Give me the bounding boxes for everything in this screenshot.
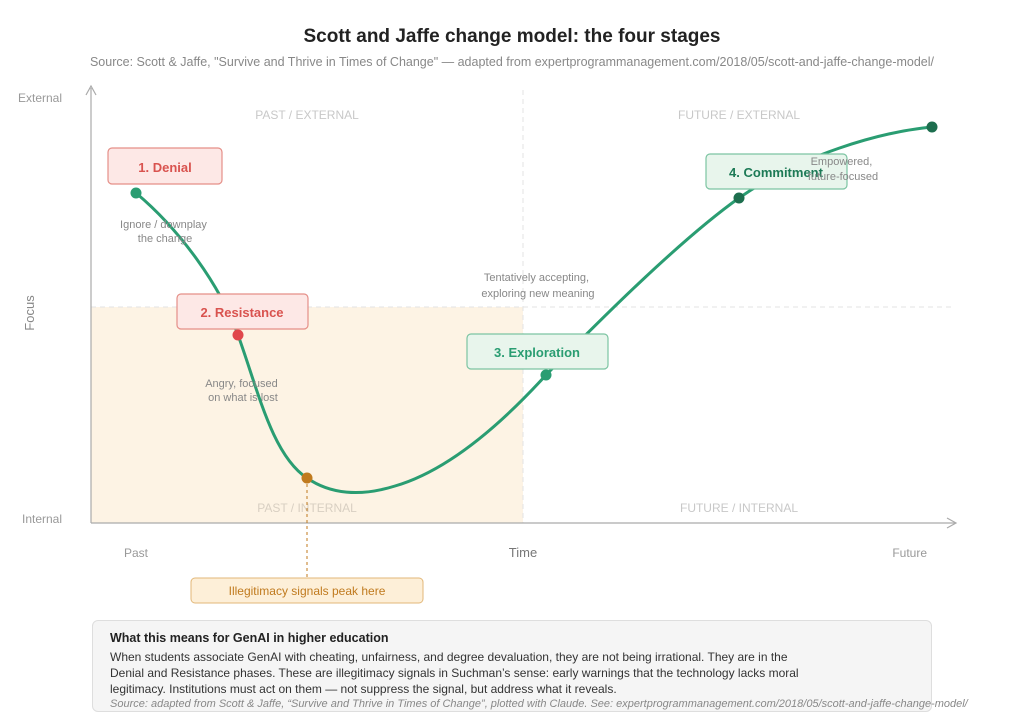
resistance-label: 2. Resistance bbox=[200, 305, 283, 320]
exploration-note: Tentatively accepting, exploring new mea… bbox=[481, 272, 594, 300]
x-axis-label: Time bbox=[509, 545, 537, 560]
quadrant-label-future-internal: FUTURE / INTERNAL bbox=[680, 501, 798, 515]
denial-label: 1. Denial bbox=[138, 160, 191, 175]
exploration-label-box bbox=[466, 333, 609, 370]
y-axis-arrow-icon bbox=[85, 84, 97, 96]
denial-note-line-1: Ignore / downplay bbox=[120, 219, 207, 231]
commitment-label-box bbox=[705, 153, 848, 190]
y-axis-label: Focus bbox=[22, 295, 37, 331]
resistance-label-box bbox=[176, 293, 309, 330]
callout-text: Illegitimacy signals peak here bbox=[229, 584, 386, 598]
x-axis-right-label: Future bbox=[892, 546, 927, 560]
x-axis-left-label: Past bbox=[124, 546, 149, 560]
quadrant-label-future-external: FUTURE / EXTERNAL bbox=[678, 108, 800, 122]
commitment-label: 4. Commitment bbox=[729, 165, 824, 180]
quadrant-label-past-external: PAST / EXTERNAL bbox=[255, 108, 359, 122]
denial-note: Ignore / downplay the change bbox=[120, 219, 210, 245]
x-axis-arrow-icon bbox=[946, 517, 958, 529]
resistance-note-line-1: Angry, focused bbox=[205, 378, 278, 390]
commitment-point bbox=[733, 192, 745, 204]
info-heading: What this means for GenAI in higher educ… bbox=[110, 631, 389, 645]
exploration-point bbox=[540, 369, 552, 381]
exploration-note-line-2: exploring new meaning bbox=[481, 288, 594, 300]
resistance-note-line-2: on what is lost bbox=[208, 392, 278, 404]
y-axis-bottom-label: Internal bbox=[22, 512, 62, 526]
denial-point bbox=[130, 187, 142, 199]
info-body: When students associate GenAI with cheat… bbox=[110, 650, 799, 696]
illegitimacy-peak-point bbox=[301, 472, 313, 484]
exploration-note-line-1: Tentatively accepting, bbox=[484, 272, 589, 284]
resistance-point bbox=[232, 329, 244, 341]
diagram-title: Scott and Jaffe change model: the four s… bbox=[303, 26, 721, 47]
denial-note-line-2: the change bbox=[138, 233, 192, 245]
denial-label-box bbox=[107, 147, 223, 185]
future-end-point bbox=[926, 121, 938, 133]
info-box: What this means for GenAI in higher educ… bbox=[92, 620, 968, 712]
commitment-note: Empowered, future-focused bbox=[808, 156, 878, 183]
callout-box bbox=[190, 577, 424, 604]
diagram-subtitle: Source: Scott & Jaffe, "Survive and Thri… bbox=[89, 55, 935, 69]
commitment-note-line-2: future-focused bbox=[808, 171, 878, 183]
exploration-label: 3. Exploration bbox=[494, 345, 580, 360]
resistance-note: Angry, focused on what is lost bbox=[205, 378, 281, 404]
commitment-note-line-1: Empowered, bbox=[811, 156, 873, 168]
y-axis-top-label: External bbox=[18, 91, 62, 105]
info-source: Source: adapted from Scott & Jaffe, “Sur… bbox=[110, 698, 968, 710]
